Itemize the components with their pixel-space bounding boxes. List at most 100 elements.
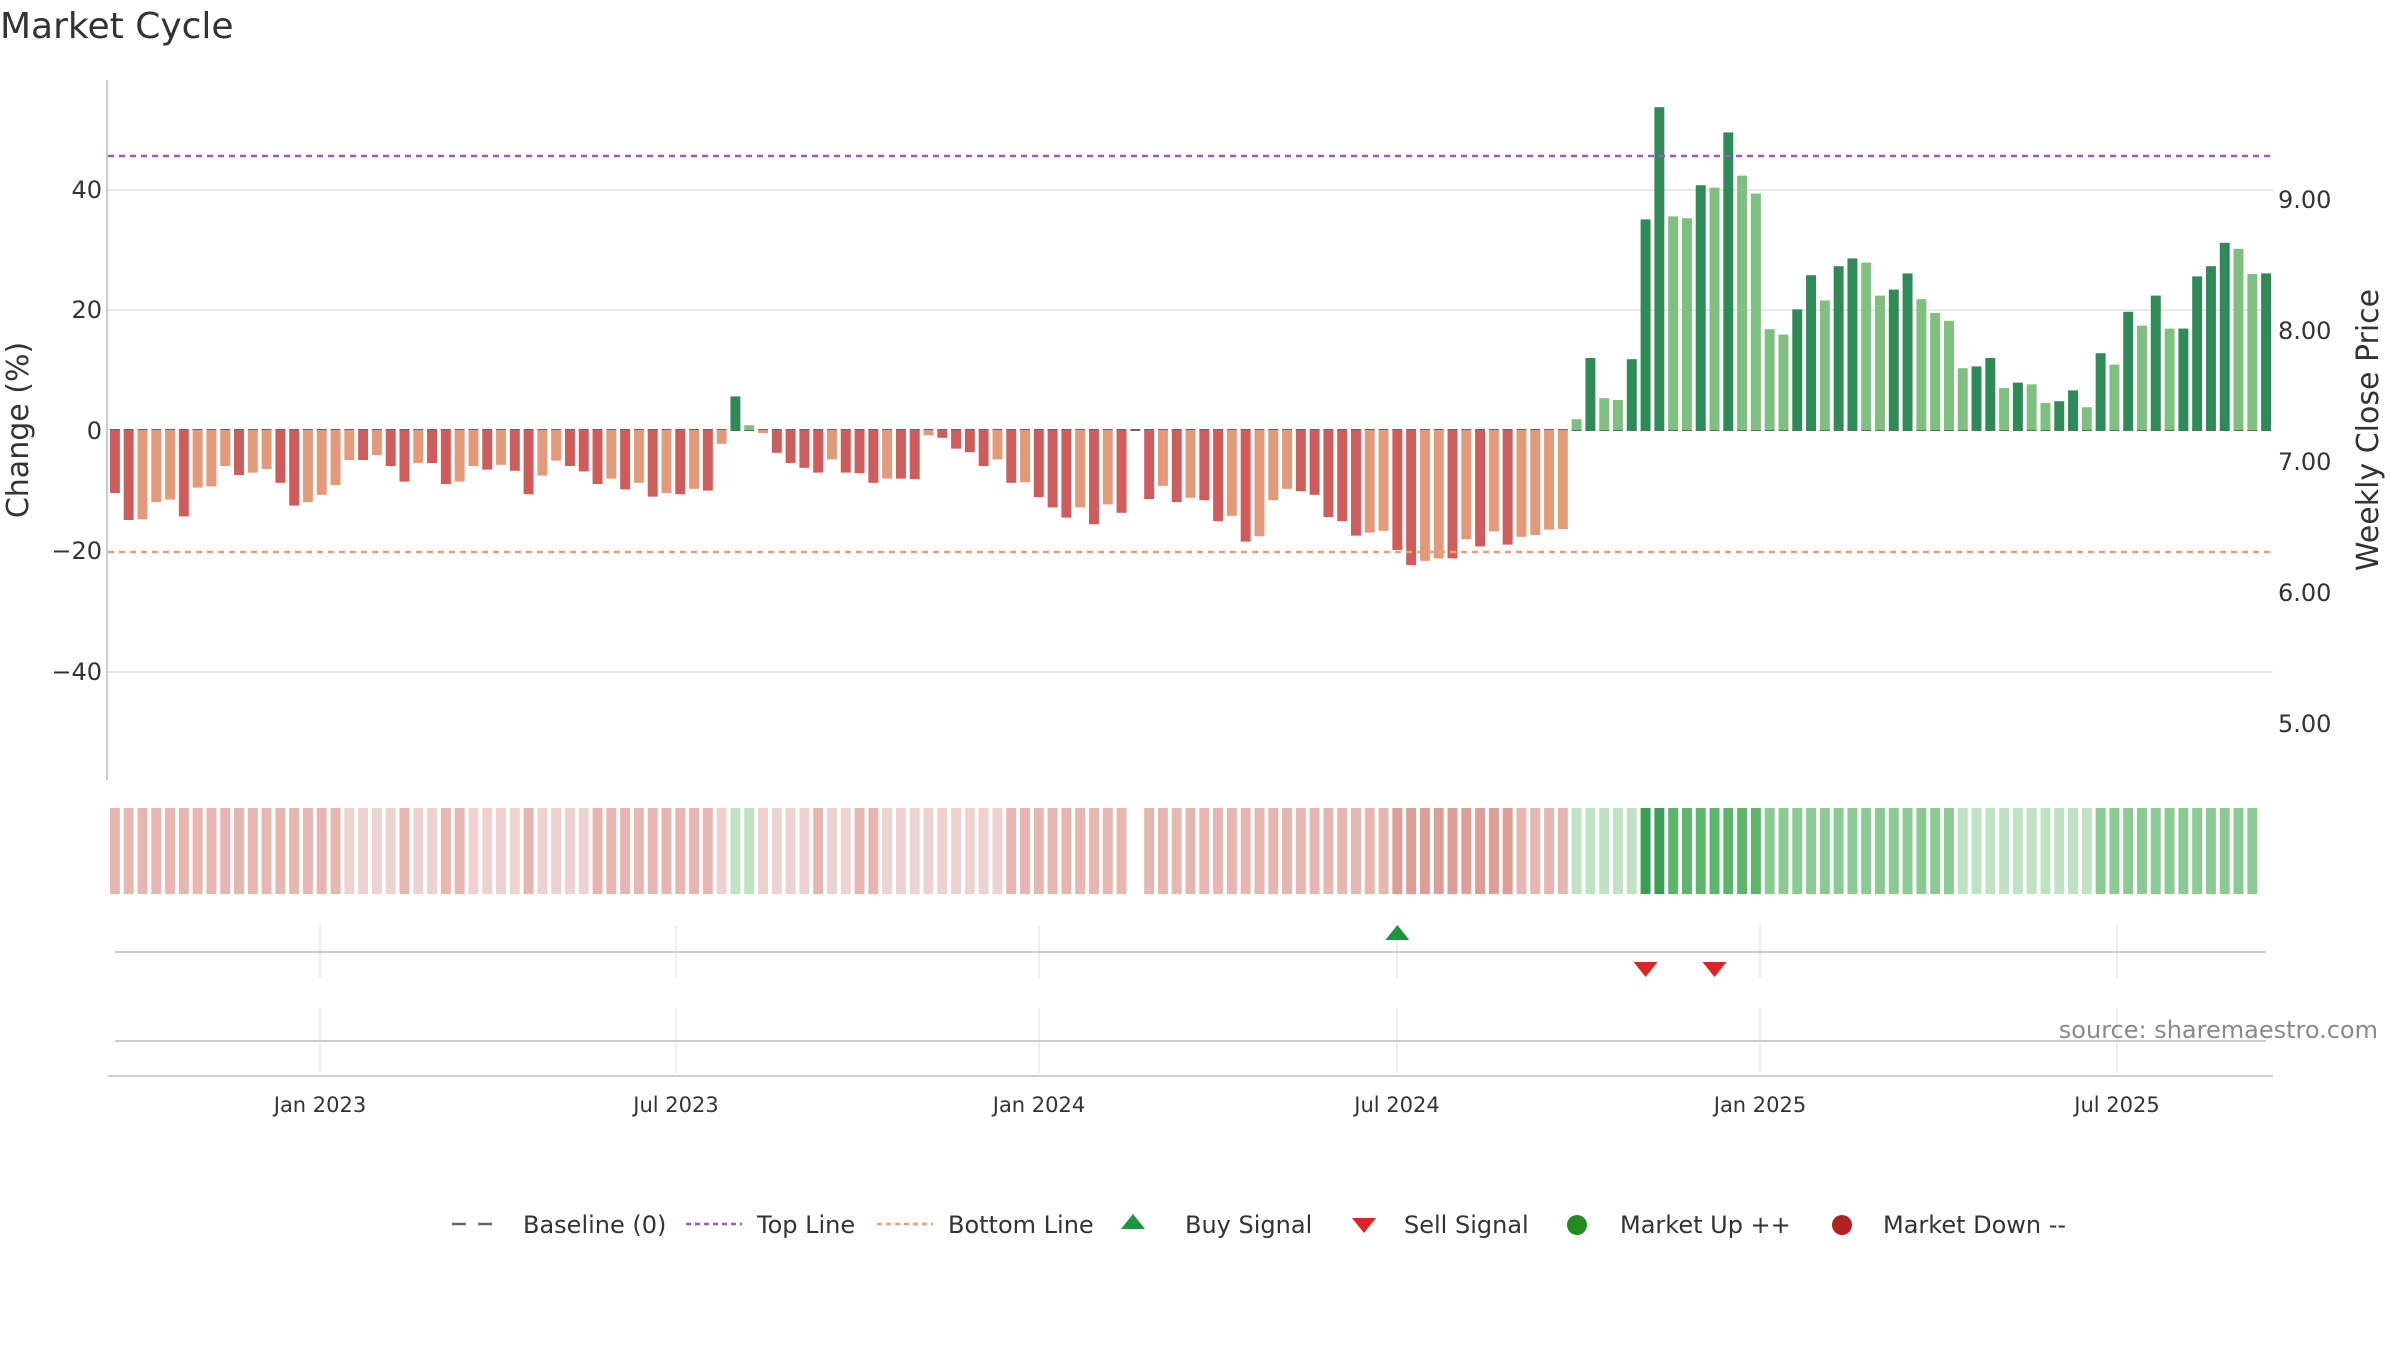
change-bar [1571,419,1582,430]
change-bar [1364,430,1375,533]
y-tick-0: 0 [87,417,102,445]
regime-cell [854,808,865,894]
change-bar [1875,295,1885,430]
regime-cell [275,808,286,894]
change-bar [689,430,700,489]
change-bar [109,430,120,493]
regime-cell [1695,808,1706,894]
change-bar [509,430,520,471]
change-bar [895,430,906,479]
regime-cell [1613,808,1623,894]
change-bar [2192,276,2203,430]
change-bar [937,430,948,438]
signal-markers [1385,925,1727,977]
change-bar [992,430,1003,460]
change-bar [1585,358,1596,430]
regime-cell [1516,808,1527,894]
regime-cell [206,808,217,894]
sell-signal-marker [1633,962,1658,977]
change-bar [1171,430,1182,502]
change-bar [854,430,865,474]
regime-cell [2095,808,2106,894]
change-bar [868,430,879,483]
change-bar [1599,398,1610,430]
change-bar [151,430,162,502]
regime-cell [1075,808,1086,894]
regime-cell [2192,808,2203,894]
change-bar [1792,309,1803,430]
regime-cell [1406,808,1417,894]
change-bar [468,430,479,466]
regime-strip [109,808,2258,894]
change-bar [1323,430,1334,517]
regime-cell [1419,808,1430,894]
y-tick-neg40: −40 [51,658,102,686]
regime-cell [1502,808,1513,894]
source-label: source: sharemaestro.com [2059,1016,2378,1044]
regime-cell [468,808,479,894]
change-bar [564,430,575,466]
regime-cell [151,808,162,894]
regime-cell [220,808,231,894]
legend-label-market-down: Market Down -- [1883,1211,2066,1239]
regime-cell [2178,808,2189,894]
regime-cell [1971,808,1982,894]
change-bar [964,430,975,453]
change-bar [1985,358,1996,430]
change-bar [206,430,217,487]
regime-cell [1833,808,1844,894]
regime-cell [316,808,327,894]
change-bar [1613,400,1623,430]
regime-cell [730,808,741,894]
change-bar [1833,266,1844,430]
regime-cell [1943,808,1954,894]
regime-cell [813,808,824,894]
change-bar [1406,430,1417,565]
change-bar [1654,107,1665,430]
chart-title: Market Cycle [0,6,234,47]
change-bar [2095,353,2106,430]
change-bar [1144,430,1155,499]
regime-cell [2068,808,2079,894]
change-bar [799,430,810,468]
regime-cell [2219,808,2230,894]
regime-cell [344,808,355,894]
change-bar [771,430,782,453]
legend-market-up-icon [1567,1215,1587,1235]
regime-cell [1309,808,1320,894]
change-bar [2233,248,2244,430]
regime-cell [261,808,272,894]
change-bar [661,430,672,493]
change-bar [813,430,824,473]
regime-cell [592,808,603,894]
change-bar [951,430,962,449]
regime-cell [1461,808,1472,894]
change-bar [1999,388,2010,430]
regime-cell [895,808,906,894]
change-bar [1295,430,1306,492]
regime-cell [785,808,796,894]
regime-cell [2109,808,2120,894]
legend-item-baseline: Baseline (0) [452,1211,666,1239]
regime-cell [661,808,672,894]
regime-cell [289,808,300,894]
change-bar [427,430,438,463]
regime-cell [192,808,203,894]
x-tick-jan-2024: Jan 2024 [991,1093,1086,1117]
change-bars [109,107,2272,565]
change-bar [330,430,341,486]
change-bar [758,430,768,433]
regime-cell [440,808,451,894]
regime-cell [1750,808,1761,894]
regime-cell [1282,808,1292,894]
regime-cell [937,808,948,894]
regime-cell [1599,808,1610,894]
legend-item-bottom-line: Bottom Line [877,1211,1094,1239]
change-bar [978,430,989,466]
regime-cell [620,808,631,894]
change-bar [1419,430,1430,561]
change-bar [2247,274,2258,430]
change-bar [234,430,244,475]
x-tick-jan-2025: Jan 2025 [1712,1093,1807,1117]
regime-cell [399,808,410,894]
